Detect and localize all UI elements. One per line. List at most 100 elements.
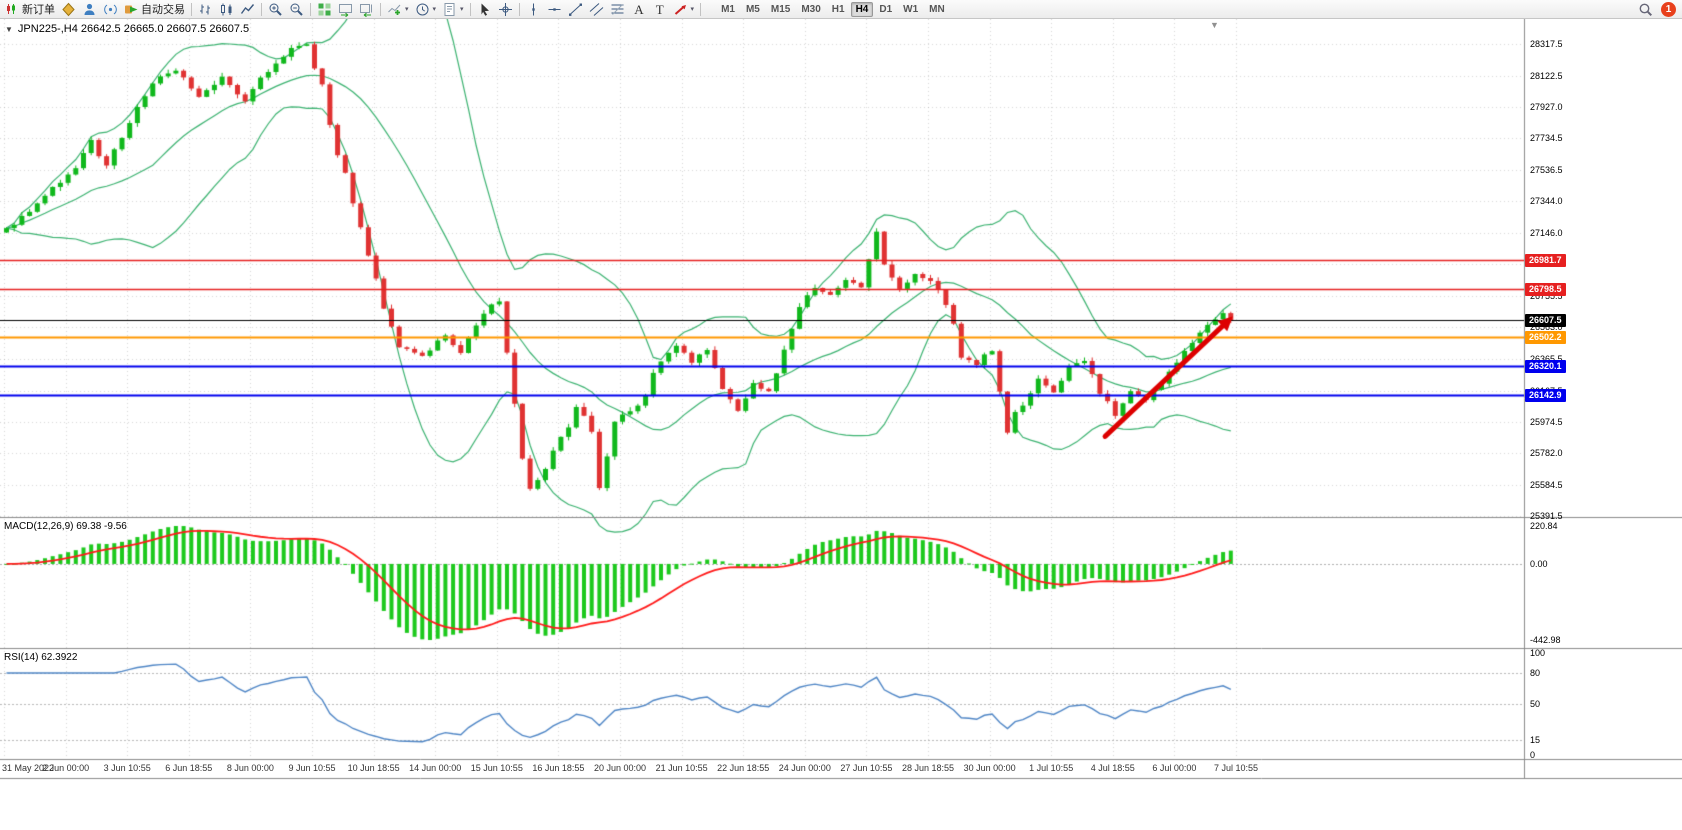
toolbar-separator xyxy=(380,2,381,16)
price-tick-label: -442.98 xyxy=(1530,635,1561,645)
price-level-badge[interactable]: 26798.5 xyxy=(1525,283,1566,297)
template-icon xyxy=(442,2,457,17)
broadcast-icon xyxy=(103,2,118,17)
vertical-line-button[interactable] xyxy=(523,1,544,18)
tf-m30[interactable]: M30 xyxy=(801,3,821,15)
line-chart-button[interactable] xyxy=(237,1,258,18)
price-tick-label: 25782.0 xyxy=(1530,448,1563,459)
zoom-in-button[interactable] xyxy=(265,1,286,18)
tf-d1[interactable]: D1 xyxy=(879,3,893,15)
price-tick-label: 28317.5 xyxy=(1530,39,1563,50)
trendline-button[interactable] xyxy=(565,1,586,18)
new-order-icon xyxy=(5,2,20,17)
price-level-badge[interactable]: 26981.7 xyxy=(1525,253,1566,267)
price-tick-label: 220.84 xyxy=(1530,521,1558,531)
text-button[interactable]: A xyxy=(628,1,649,18)
price-tick-label: 28122.5 xyxy=(1530,70,1563,81)
price-tick-label: 15 xyxy=(1530,734,1541,745)
rsi-indicator-label: RSI(14) 62.3922 xyxy=(4,652,78,663)
price-level-badge[interactable]: 26142.9 xyxy=(1525,388,1566,402)
candlestick-chart-button[interactable] xyxy=(216,1,237,18)
text-icon: A xyxy=(631,2,646,17)
periods-button[interactable]: ▾ xyxy=(412,1,440,18)
bars-icon xyxy=(198,2,213,17)
tf-m1[interactable]: M1 xyxy=(721,3,735,15)
symbol-quote-text: JPN225-,H4 26642.5 26665.0 26607.5 26607… xyxy=(17,23,250,35)
price-tick-label: 27344.0 xyxy=(1530,196,1563,207)
search-button[interactable] xyxy=(1635,1,1656,18)
timeframe-toolbar: M1 M5 M15 M30 H1 H4 D1 W1 MN xyxy=(716,1,950,17)
chart-canvas[interactable] xyxy=(0,19,1682,830)
autotrading-icon xyxy=(124,2,139,17)
reconnect-button[interactable] xyxy=(100,1,121,18)
chart-shift-marker[interactable]: ▼ xyxy=(1210,20,1219,30)
candles-icon xyxy=(219,2,234,17)
profile-button[interactable] xyxy=(79,1,100,18)
tf-m5[interactable]: M5 xyxy=(745,3,760,15)
price-level-badge[interactable]: 26320.1 xyxy=(1525,360,1566,374)
notifications-badge[interactable]: 1 xyxy=(1661,1,1676,17)
time-axis-label: 10 Jun 18:55 xyxy=(347,763,400,773)
templates-button[interactable]: ▾ xyxy=(439,1,467,18)
price-tick-label: 0 xyxy=(1530,750,1536,760)
toolbar-right: 1 xyxy=(1635,1,1680,18)
chart-shift-button[interactable] xyxy=(356,1,377,18)
dropdown-caret-icon: ▾ xyxy=(405,6,409,13)
horizontal-line-button[interactable] xyxy=(544,1,565,18)
price-tick-label: 26755.5 xyxy=(1530,291,1563,302)
cursor-button[interactable] xyxy=(474,1,495,18)
price-tick-label: 26563.0 xyxy=(1530,322,1563,333)
price-axis[interactable]: 28317.5 28122.5 27927.0 27734.5 27536.5 27344… xyxy=(1524,19,1682,779)
time-axis-label: 3 Jun 10:55 xyxy=(103,763,151,773)
channel-button[interactable] xyxy=(586,1,607,18)
tf-m15[interactable]: M15 xyxy=(770,3,791,15)
auto-scroll-button[interactable] xyxy=(335,1,356,18)
bar-chart-button[interactable] xyxy=(195,1,216,18)
chart-window: ▼ JPN225-,H4 26642.5 26665.0 26607.5 266… xyxy=(0,19,1682,830)
new-order-button[interactable]: 新订单 xyxy=(2,1,58,18)
collapse-quote-icon[interactable]: ▼ xyxy=(5,24,13,34)
time-axis-label: 7 Jul 10:55 xyxy=(1213,763,1259,773)
user-icon xyxy=(82,2,97,17)
time-axis[interactable]: 31 May 2022 2 Jun 00:00 3 Jun 10:55 6 Jun 1… xyxy=(0,760,1524,779)
main-toolbar: 新订单 自动交易 ▾ ▾ ▾ A T ▾ M1 M5 M15 M30 H1 H4 D1 W1 MN 1 xyxy=(0,0,1682,19)
price-tick-label: 25391.5 xyxy=(1530,510,1563,521)
fibonacci-icon xyxy=(610,2,625,17)
zoom-out-button[interactable] xyxy=(286,1,307,18)
chart-list-button[interactable] xyxy=(58,1,79,18)
toolbar-separator xyxy=(469,2,471,16)
svg-text:T: T xyxy=(655,2,663,17)
dropdown-caret-icon: ▾ xyxy=(690,6,695,13)
time-axis-label: 31 May 2022 xyxy=(2,763,55,773)
fibonacci-button[interactable] xyxy=(607,1,628,18)
vline-icon xyxy=(526,2,541,17)
zoom-in-icon xyxy=(268,2,283,17)
time-axis-label: 27 Jun 10:55 xyxy=(840,763,893,773)
tf-mn[interactable]: MN xyxy=(929,3,945,15)
toolbar-separator xyxy=(261,2,262,16)
price-tick-label: 27927.0 xyxy=(1530,102,1563,113)
auto-scroll-icon xyxy=(338,2,353,17)
price-tick-label: 25584.5 xyxy=(1530,479,1563,490)
new-order-button-label: 新订单 xyxy=(22,4,55,16)
current-price-badge[interactable]: 26607.5 xyxy=(1525,313,1566,327)
tf-w1[interactable]: W1 xyxy=(903,3,919,15)
price-tick-label: 50 xyxy=(1530,699,1541,709)
toolbar-separator xyxy=(310,2,311,16)
label-icon: T xyxy=(652,2,667,17)
arrows-button[interactable]: ▾ xyxy=(670,1,698,18)
search-icon xyxy=(1638,2,1653,17)
toolbar-separator xyxy=(700,2,702,16)
price-level-badge[interactable]: 26502.2 xyxy=(1525,330,1566,344)
time-axis-label: 22 Jun 18:55 xyxy=(717,763,770,773)
time-axis-label: 6 Jun 18:55 xyxy=(165,763,213,773)
tf-h1[interactable]: H1 xyxy=(831,3,845,15)
autotrading-button[interactable]: 自动交易 xyxy=(121,1,188,18)
channel-icon xyxy=(589,2,604,17)
tf-h4[interactable]: H4 xyxy=(850,1,874,17)
crosshair-button[interactable] xyxy=(495,1,516,18)
label-button[interactable]: T xyxy=(649,1,670,18)
time-axis-label: 21 Jun 10:55 xyxy=(655,763,708,773)
tile-windows-button[interactable] xyxy=(314,1,335,18)
indicators-button[interactable]: ▾ xyxy=(384,1,412,18)
